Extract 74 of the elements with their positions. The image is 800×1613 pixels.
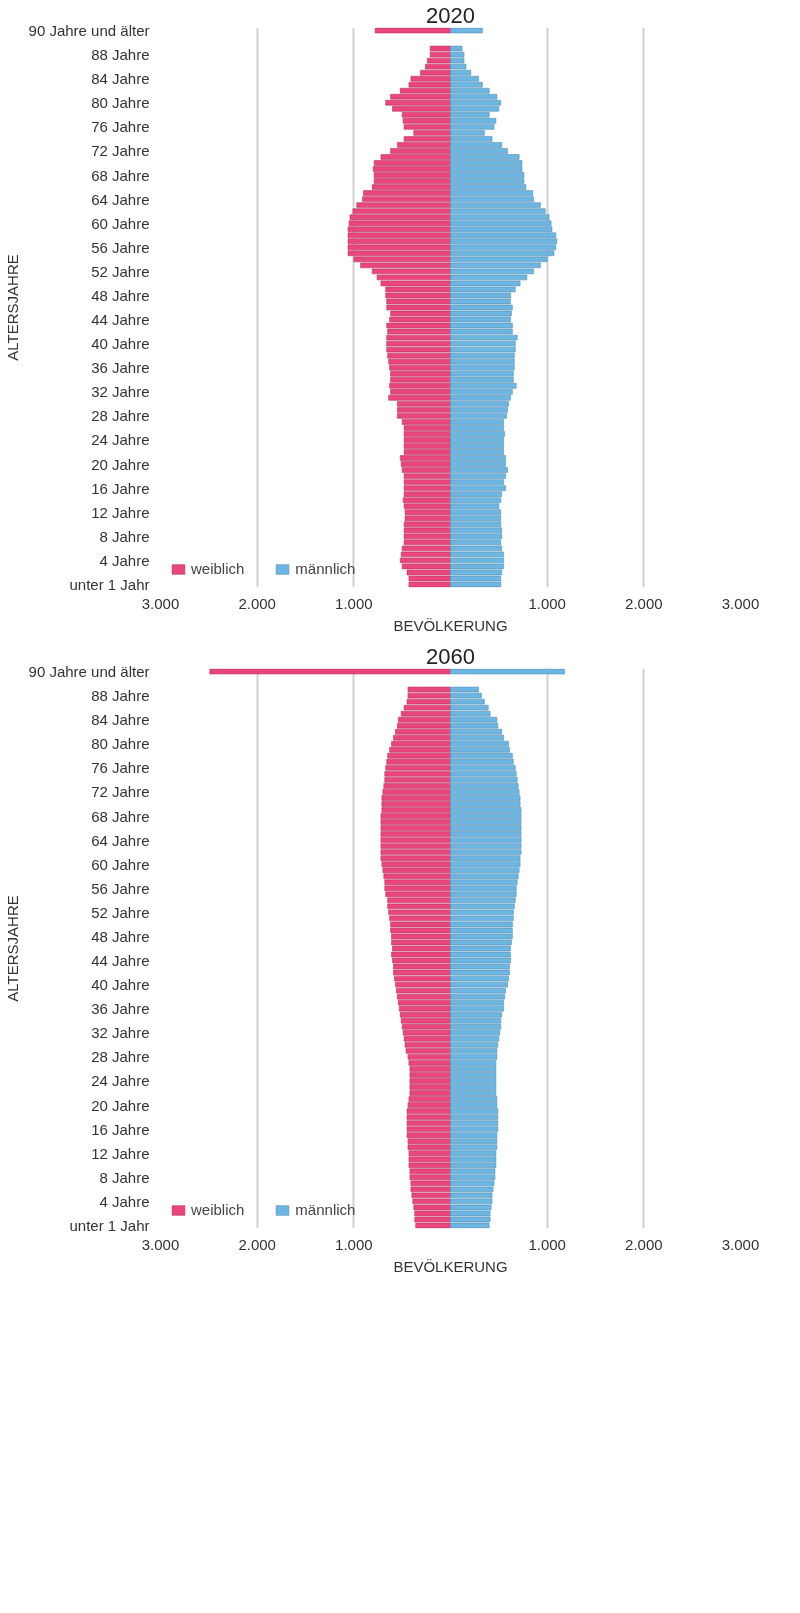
y-tick-label: 8 Jahre xyxy=(99,527,150,545)
y-tick-label: 44 Jahre xyxy=(91,311,150,329)
y-tick-label: 24 Jahre xyxy=(91,1072,150,1090)
y-tick-label: 48 Jahre xyxy=(91,927,150,945)
y-tick-label: 76 Jahre xyxy=(91,118,150,136)
y-tick-label: unter 1 Jahr xyxy=(69,575,150,593)
y-tick-label: 90 Jahre und älter xyxy=(28,663,150,681)
y-tick-label: 28 Jahre xyxy=(91,407,150,425)
y-tick-label: 68 Jahre xyxy=(91,807,150,825)
x-tick-label: 3.000 xyxy=(141,594,180,612)
x-tick-label: 1.000 xyxy=(528,1235,566,1253)
y-tick-label: 52 Jahre xyxy=(91,262,150,280)
y-tick-label: 90 Jahre und älter xyxy=(28,22,150,40)
x-tick-label: 2.000 xyxy=(238,1235,276,1253)
y-axis-title: ALTERSJAHRE xyxy=(3,895,21,1002)
y-tick-label: 88 Jahre xyxy=(91,46,150,64)
y-tick-label: 24 Jahre xyxy=(91,431,150,449)
y-tick-label: 4 Jahre xyxy=(99,1192,150,1210)
y-tick-label: 72 Jahre xyxy=(91,783,150,801)
y-tick-label: unter 1 Jahr xyxy=(69,1216,150,1234)
y-tick-label: 36 Jahre xyxy=(91,359,150,377)
y-tick-label: 84 Jahre xyxy=(91,711,150,729)
x-axis-title: BEVÖLKERUNG xyxy=(393,1257,508,1275)
x-tick-label: 2.000 xyxy=(625,1235,663,1253)
bar xyxy=(374,27,451,34)
chart-title: 2060 xyxy=(426,643,475,669)
x-axis-title: BEVÖLKERUNG xyxy=(393,616,508,634)
y-tick-label: 60 Jahre xyxy=(91,855,150,873)
x-tick-label: 1.000 xyxy=(528,594,566,612)
y-tick-label: 12 Jahre xyxy=(91,503,150,521)
bar xyxy=(209,668,451,675)
x-tick-label: 1.000 xyxy=(335,594,373,612)
y-tick-label: 12 Jahre xyxy=(91,1144,150,1162)
y-tick-label: 4 Jahre xyxy=(99,551,150,569)
y-tick-label: 80 Jahre xyxy=(91,94,150,112)
y-tick-label: 16 Jahre xyxy=(91,1120,150,1138)
x-tick-label: 2.000 xyxy=(238,594,276,612)
y-tick-label: 40 Jahre xyxy=(91,976,150,994)
x-tick-label: 3.000 xyxy=(721,1235,760,1253)
y-tick-label: 72 Jahre xyxy=(91,142,150,160)
y-tick-label: 56 Jahre xyxy=(91,879,150,897)
y-tick-label: 48 Jahre xyxy=(91,286,150,304)
bar xyxy=(450,27,483,34)
y-tick-label: 64 Jahre xyxy=(91,190,150,208)
y-tick-label: 28 Jahre xyxy=(91,1048,150,1066)
y-tick-label: 64 Jahre xyxy=(91,831,150,849)
y-tick-label: 40 Jahre xyxy=(91,335,150,353)
y-tick-label: 84 Jahre xyxy=(91,70,150,88)
x-tick-label: 2.000 xyxy=(625,594,663,612)
y-tick-label: 20 Jahre xyxy=(91,1096,150,1114)
y-tick-label: 56 Jahre xyxy=(91,238,150,256)
y-axis-title: ALTERSJAHRE xyxy=(3,254,21,361)
y-tick-label: 60 Jahre xyxy=(91,214,150,232)
y-tick-label: 32 Jahre xyxy=(91,1024,150,1042)
y-tick-label: 32 Jahre xyxy=(91,383,150,401)
bar xyxy=(450,668,565,675)
legend-label: weiblich xyxy=(191,1201,245,1218)
y-tick-label: 36 Jahre xyxy=(91,1000,150,1018)
legend-label: männlich xyxy=(295,1201,356,1218)
y-tick-label: 52 Jahre xyxy=(91,903,150,921)
y-tick-label: 20 Jahre xyxy=(91,455,150,473)
legend-label: männlich xyxy=(295,560,356,577)
y-tick-label: 44 Jahre xyxy=(91,952,150,970)
x-tick-label: 1.000 xyxy=(335,1235,373,1253)
legend-label: weiblich xyxy=(191,560,245,577)
y-tick-label: 80 Jahre xyxy=(91,735,150,753)
y-tick-label: 88 Jahre xyxy=(91,687,150,705)
chart-title: 2020 xyxy=(426,2,475,28)
y-tick-label: 8 Jahre xyxy=(99,1168,150,1186)
x-tick-label: 3.000 xyxy=(721,594,760,612)
y-tick-label: 16 Jahre xyxy=(91,479,150,497)
y-tick-label: 68 Jahre xyxy=(91,166,150,184)
y-tick-label: 76 Jahre xyxy=(91,759,150,777)
x-tick-label: 3.000 xyxy=(141,1235,180,1253)
